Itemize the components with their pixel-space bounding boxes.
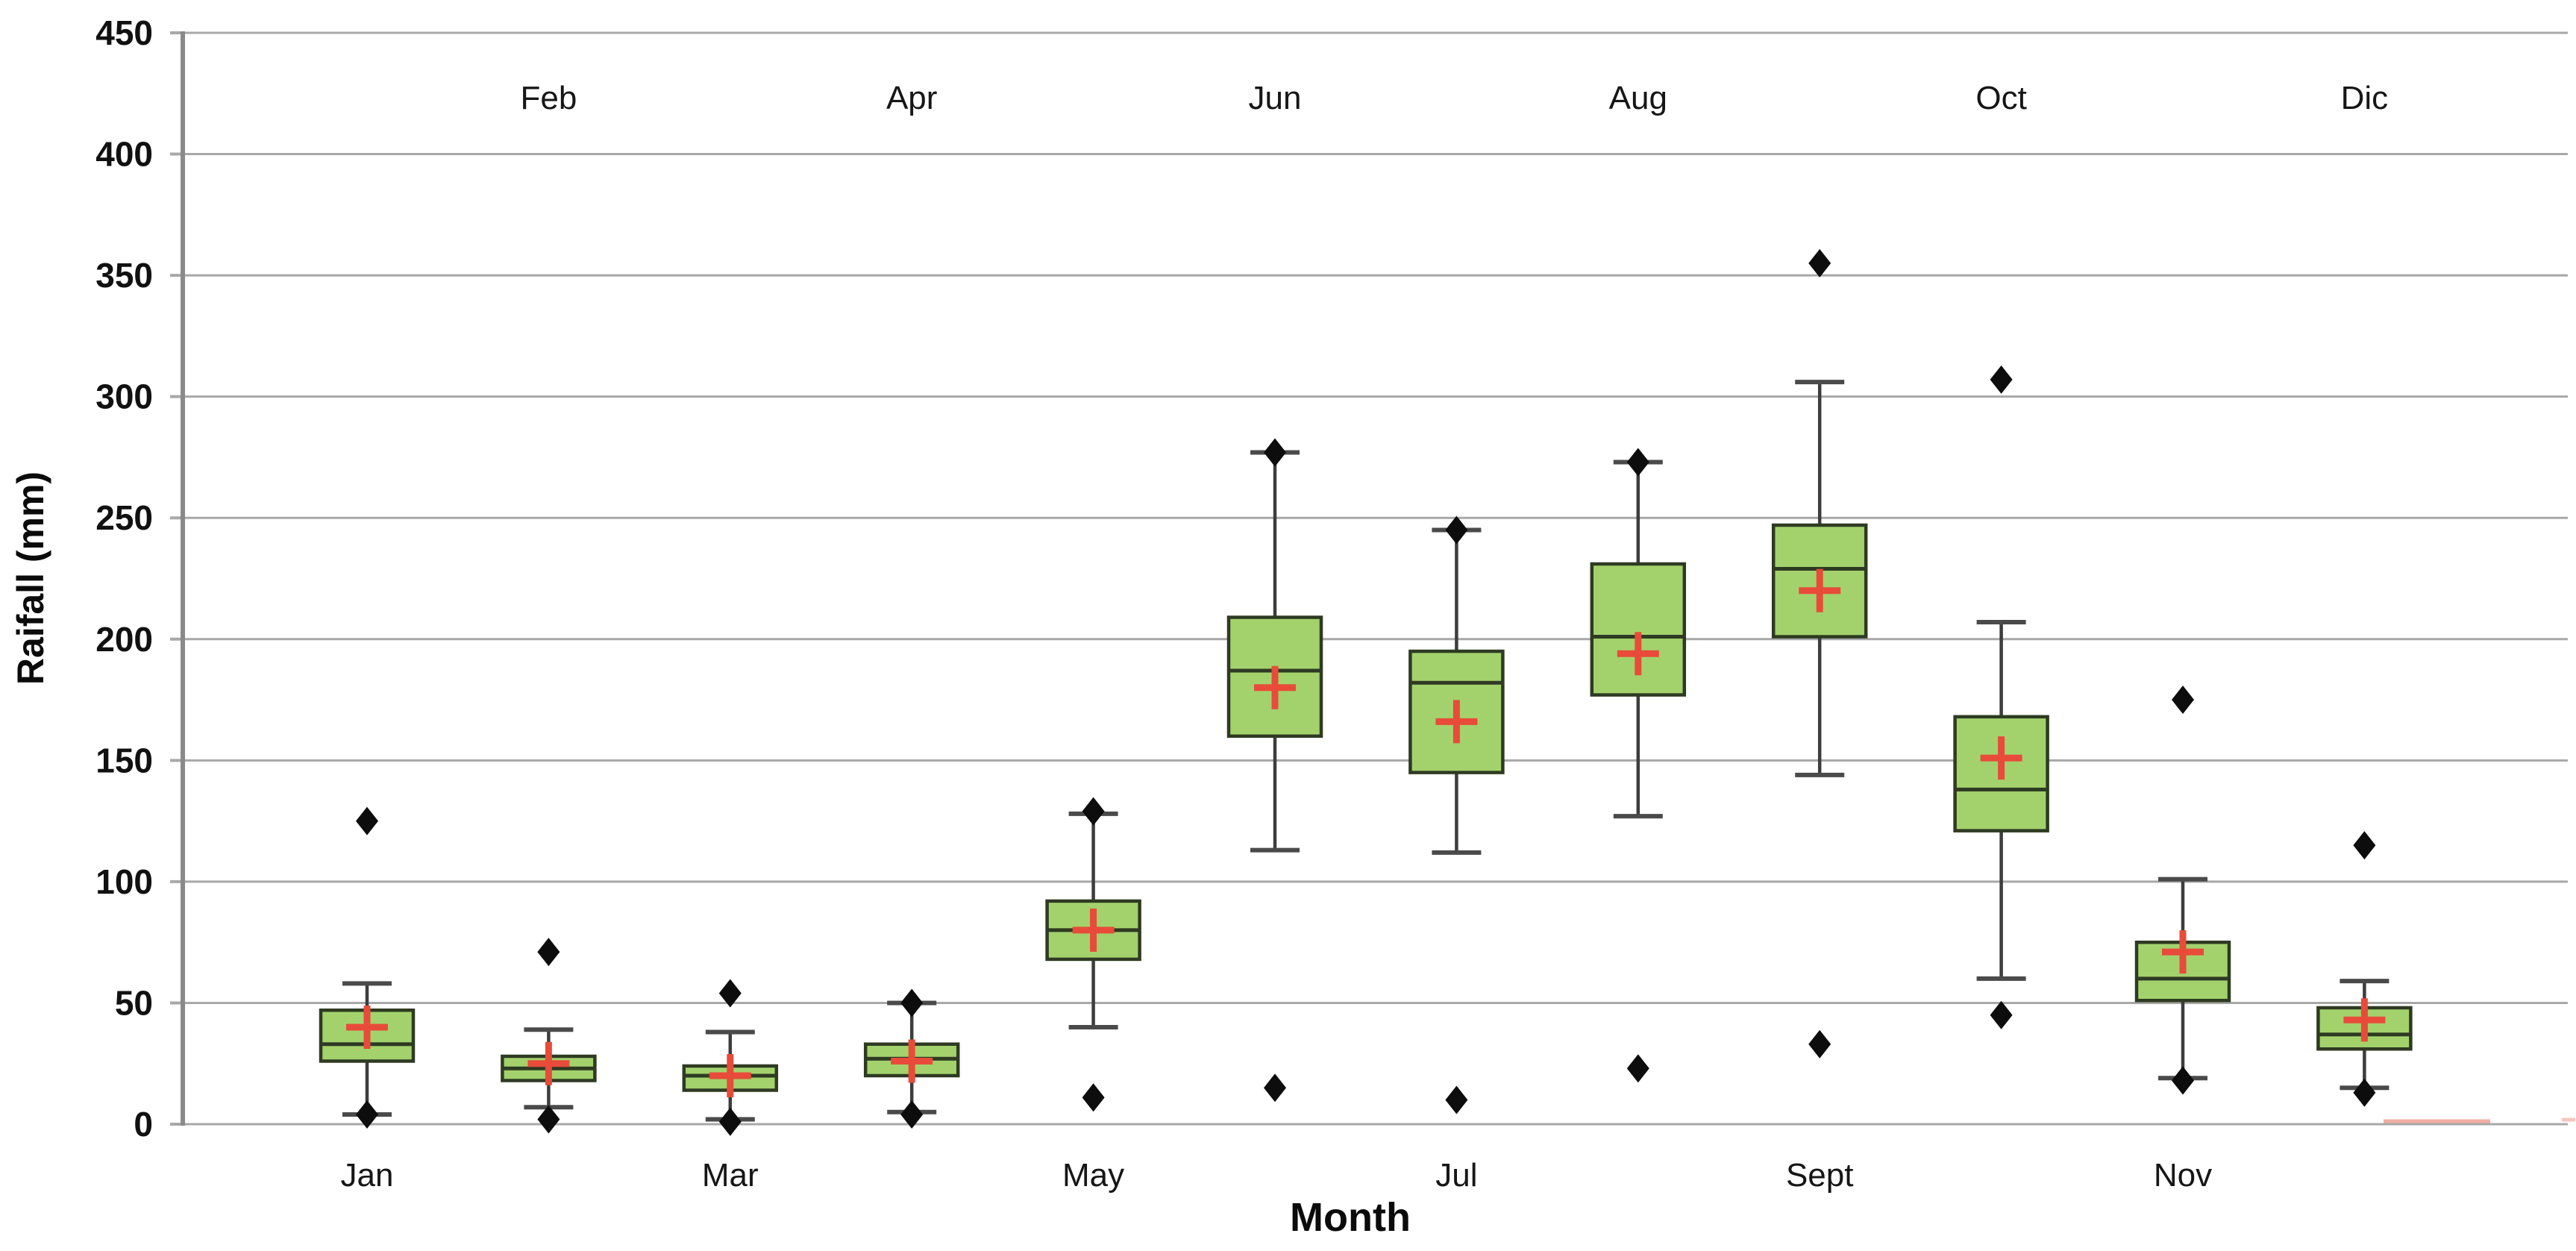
y-axis-title: Raifall (mm) [10,471,51,685]
y-tick-label-0: 0 [134,1105,153,1144]
box-group-mar [682,979,779,1136]
outlier-diamond [1990,365,2013,394]
outlier-diamond [356,1100,378,1129]
y-tick-label-350: 350 [95,256,153,295]
outlier-diamond [2353,831,2376,860]
month-label-nov: Nov [2154,1157,2212,1194]
outlier-diamond [1990,1000,2013,1029]
outlier-diamond [537,1105,560,1134]
month-label-jan: Jan [341,1157,394,1194]
outlier-diamond [1082,797,1105,826]
box-group-apr [863,988,960,1129]
box-group-jul [1408,515,1505,1114]
outlier-diamond [900,988,924,1018]
month-label-may: May [1062,1157,1124,1194]
outlier-diamond [718,979,742,1008]
month-label-sept: Sept [1786,1157,1854,1194]
y-tick-label-300: 300 [95,377,153,416]
outlier-diamond [718,1107,742,1136]
box-group-may [1045,797,1141,1112]
outlier-diamond [1445,1085,1468,1114]
y-tick-label-100: 100 [95,862,153,901]
outlier-diamond [1808,1029,1831,1059]
month-label-oct: Oct [1975,80,2026,116]
outlier-diamond [1808,248,1831,278]
outlier-diamond [1445,515,1468,545]
y-tick-label-200: 200 [95,620,153,659]
outlier-diamond [356,806,378,835]
x-axis-title: Month [1290,1195,1411,1240]
outlier-diamond [900,1100,924,1129]
outlier-diamond [1082,1083,1105,1112]
month-label-feb: Feb [520,80,577,116]
month-label-apr: Apr [886,80,937,116]
box-group-feb [501,938,597,1134]
y-tick-label-400: 400 [95,135,153,174]
outlier-diamond [1626,448,1649,477]
month-label-mar: Mar [702,1157,759,1194]
month-label-aug: Aug [1609,80,1667,116]
y-tick-label-50: 50 [115,983,153,1022]
month-label-layer: Jan Feb Mar Apr May Jun Jul Aug Sept Oct Nov Dic [341,80,2389,1194]
month-label-jun: Jun [1249,80,1302,116]
box-group-dic [2316,831,2413,1107]
outlier-diamond [2172,1066,2194,1095]
box-group-aug [1590,448,1687,1083]
month-label-jul: Jul [1435,1157,1477,1194]
outlier-diamond [1264,1073,1286,1103]
outlier-diamond [2172,686,2194,715]
box-group-nov [2134,686,2231,1095]
box-group-jan [319,806,416,1129]
y-tick-label-250: 250 [95,498,153,537]
y-tick-label-150: 150 [95,741,153,780]
box-group-sept [1771,248,1868,1059]
outlier-diamond [537,938,560,967]
boxplot-series-layer [319,248,2413,1136]
y-tick-label-450: 450 [95,13,153,52]
outlier-diamond [1626,1054,1649,1083]
month-label-dic: Dic [2341,80,2389,116]
outlier-diamond [1264,438,1286,467]
box-group-jun [1226,438,1323,1103]
axis-layer: 450 400 350 300 250 200 150 100 50 0 [95,13,2575,1144]
box-group-oct [1953,365,2049,1029]
gridline-layer [183,31,2568,1126]
outlier-diamond [2353,1078,2376,1107]
